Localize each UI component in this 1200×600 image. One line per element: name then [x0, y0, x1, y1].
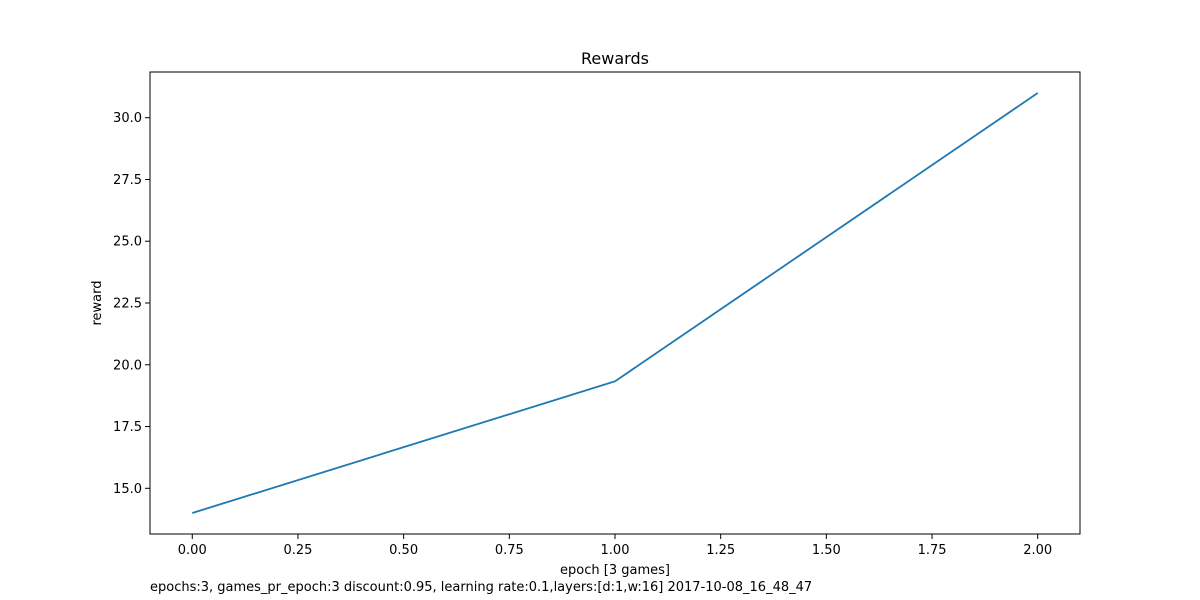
- x-tick-label: 1.75: [918, 543, 947, 558]
- y-tick-label: 22.5: [113, 297, 142, 312]
- series-layer: [192, 92, 1039, 514]
- y-tick-label: 15.0: [113, 482, 142, 497]
- x-tick-label: 1.00: [601, 543, 630, 558]
- x-tick-label: 0.75: [495, 543, 524, 558]
- x-axis: 0.00 0.25 0.50 0.75 1.00 1.25 1.50 1.75 2.00: [178, 534, 1052, 558]
- plot-frame: [149, 71, 1081, 535]
- y-axis: 15.0 17.5 20.0 22.5 25.0 27.5 30.0: [113, 111, 150, 497]
- x-tick-label: 0.25: [283, 543, 312, 558]
- x-tick-label: 0.00: [178, 543, 207, 558]
- y-tick-label: 20.0: [113, 358, 142, 373]
- run-parameters-caption: epochs:3, games_pr_epoch:3 discount:0.95…: [150, 580, 813, 595]
- x-tick-label: 1.25: [706, 543, 735, 558]
- y-axis-label: reward: [90, 280, 105, 325]
- y-tick-label: 27.5: [113, 173, 142, 188]
- chart-title: Rewards: [581, 49, 649, 68]
- y-tick-label: 30.0: [113, 111, 142, 126]
- x-tick-label: 1.50: [812, 543, 841, 558]
- x-axis-label: epoch [3 games]: [560, 563, 670, 578]
- series-line: [192, 92, 1039, 514]
- y-tick-label: 25.0: [113, 235, 142, 250]
- x-tick-label: 0.50: [389, 543, 418, 558]
- y-tick-label: 17.5: [113, 420, 142, 435]
- x-tick-label: 2.00: [1023, 543, 1052, 558]
